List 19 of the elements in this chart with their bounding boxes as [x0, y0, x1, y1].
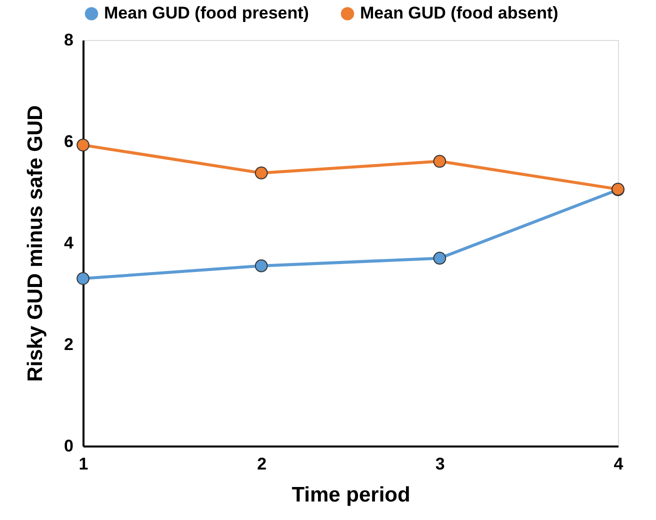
point — [76, 138, 90, 152]
x-tick-label: 1 — [78, 454, 88, 474]
x-axis-title: Time period — [292, 484, 410, 506]
point — [433, 154, 446, 168]
point — [433, 252, 446, 265]
point — [76, 272, 90, 285]
y-tick-label: 0 — [64, 436, 74, 456]
x-tick-label: 2 — [257, 454, 267, 474]
y-tick-label: 6 — [64, 132, 74, 151]
point — [254, 166, 268, 180]
x-tick-label: 3 — [435, 454, 445, 474]
y-tick-label: 8 — [64, 30, 74, 50]
y-axis-title: Risky GUD minus safe GUD — [24, 105, 48, 382]
point — [254, 259, 268, 272]
legend-label: Mean GUD (food present) — [104, 4, 309, 23]
y-tick-label: 4 — [64, 234, 74, 252]
x-tick-label: 4 — [614, 454, 624, 474]
y-tick-label: 2 — [64, 335, 74, 354]
legend-label: Mean GUD (food absent) — [360, 4, 558, 23]
